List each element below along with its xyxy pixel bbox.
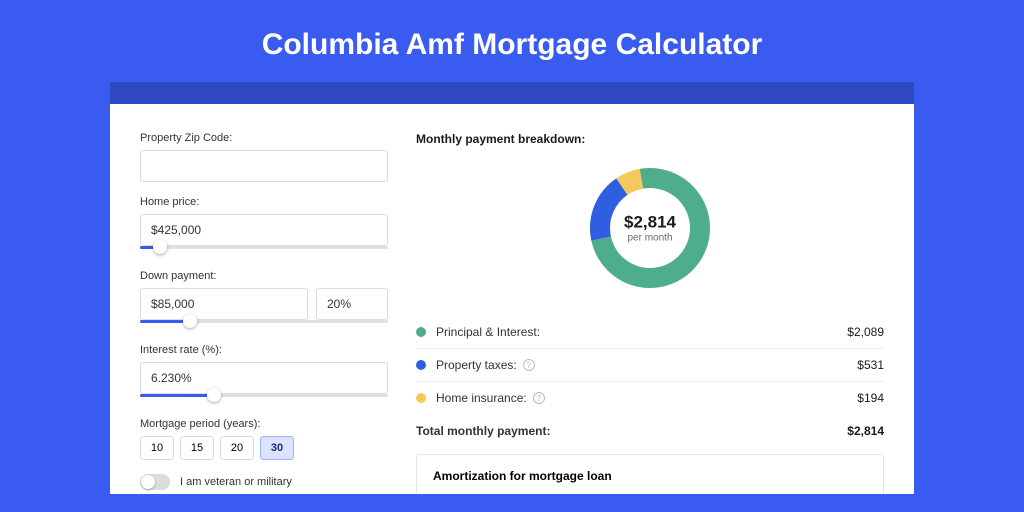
interest-rate-label: Interest rate (%):: [140, 344, 388, 356]
legend-dot-insurance: [416, 393, 426, 403]
veteran-toggle-row: I am veteran or military: [140, 474, 388, 490]
period-btn-10[interactable]: 10: [140, 436, 174, 460]
legend: Principal & Interest:$2,089Property taxe…: [416, 316, 884, 414]
slider-track: [140, 246, 388, 249]
slider-fill: [140, 394, 214, 397]
period-btn-15[interactable]: 15: [180, 436, 214, 460]
breakdown-column: Monthly payment breakdown: $2,814 per mo…: [416, 132, 884, 494]
interest-rate-input[interactable]: [140, 362, 388, 394]
mortgage-period-label: Mortgage period (years):: [140, 418, 388, 430]
field-home-price: Home price:: [140, 196, 388, 256]
legend-value-insurance: $194: [857, 391, 884, 405]
legend-row-taxes: Property taxes:?$531: [416, 349, 884, 382]
field-zip: Property Zip Code:: [140, 132, 388, 182]
legend-row-principal: Principal & Interest:$2,089: [416, 316, 884, 349]
legend-label-principal: Principal & Interest:: [436, 325, 847, 339]
donut-sub: per month: [624, 233, 676, 244]
legend-dot-principal: [416, 327, 426, 337]
form-column: Property Zip Code: Home price: Down paym…: [140, 132, 388, 494]
total-value: $2,814: [847, 424, 884, 438]
home-price-input[interactable]: [140, 214, 388, 246]
home-price-slider[interactable]: [140, 244, 388, 256]
period-btn-20[interactable]: 20: [220, 436, 254, 460]
veteran-label: I am veteran or military: [180, 476, 292, 488]
field-mortgage-period: Mortgage period (years): 10152030: [140, 418, 388, 460]
period-btn-30[interactable]: 30: [260, 436, 294, 460]
field-interest-rate: Interest rate (%):: [140, 344, 388, 404]
field-down-payment: Down payment:: [140, 270, 388, 330]
info-icon[interactable]: ?: [533, 392, 545, 404]
legend-label-taxes: Property taxes:?: [436, 358, 857, 372]
donut-chart: $2,814 per month: [586, 164, 714, 292]
donut-center: $2,814 per month: [624, 213, 676, 244]
slider-thumb[interactable]: [183, 314, 197, 328]
breakdown-title: Monthly payment breakdown:: [416, 132, 884, 146]
legend-row-insurance: Home insurance:?$194: [416, 382, 884, 414]
down-payment-label: Down payment:: [140, 270, 388, 282]
legend-value-principal: $2,089: [847, 325, 884, 339]
zip-input[interactable]: [140, 150, 388, 182]
total-label: Total monthly payment:: [416, 424, 847, 438]
donut-amount: $2,814: [624, 213, 676, 233]
down-payment-slider[interactable]: [140, 318, 388, 330]
down-payment-pct-input[interactable]: [316, 288, 388, 320]
amortization-title: Amortization for mortgage loan: [433, 469, 867, 483]
interest-rate-slider[interactable]: [140, 392, 388, 404]
zip-label: Property Zip Code:: [140, 132, 388, 144]
toggle-knob: [141, 475, 155, 489]
donut-area: $2,814 per month: [416, 160, 884, 308]
header-accent-band: [110, 82, 914, 104]
veteran-toggle[interactable]: [140, 474, 170, 490]
legend-dot-taxes: [416, 360, 426, 370]
page-title: Columbia Amf Mortgage Calculator: [0, 0, 1024, 82]
calculator-card: Property Zip Code: Home price: Down paym…: [110, 104, 914, 494]
amortization-box: Amortization for mortgage loan Amortizat…: [416, 454, 884, 494]
period-button-group: 10152030: [140, 436, 388, 460]
legend-value-taxes: $531: [857, 358, 884, 372]
legend-label-insurance: Home insurance:?: [436, 391, 857, 405]
total-row: Total monthly payment: $2,814: [416, 414, 884, 454]
slider-thumb[interactable]: [153, 240, 167, 254]
home-price-label: Home price:: [140, 196, 388, 208]
info-icon[interactable]: ?: [523, 359, 535, 371]
slider-thumb[interactable]: [207, 388, 221, 402]
down-payment-input[interactable]: [140, 288, 308, 320]
amortization-text: Amortization for a mortgage loan refers …: [433, 493, 867, 494]
